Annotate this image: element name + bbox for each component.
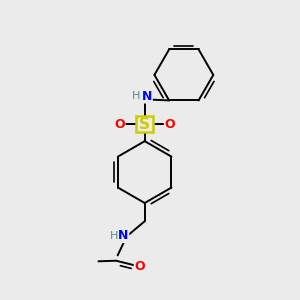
Text: S: S xyxy=(139,117,150,132)
Text: N: N xyxy=(142,90,152,103)
FancyBboxPatch shape xyxy=(136,116,153,132)
Text: O: O xyxy=(164,118,175,130)
Text: O: O xyxy=(114,118,125,130)
Text: H: H xyxy=(132,92,140,101)
Text: N: N xyxy=(118,230,129,242)
Text: H: H xyxy=(110,231,118,241)
Text: O: O xyxy=(134,260,145,272)
